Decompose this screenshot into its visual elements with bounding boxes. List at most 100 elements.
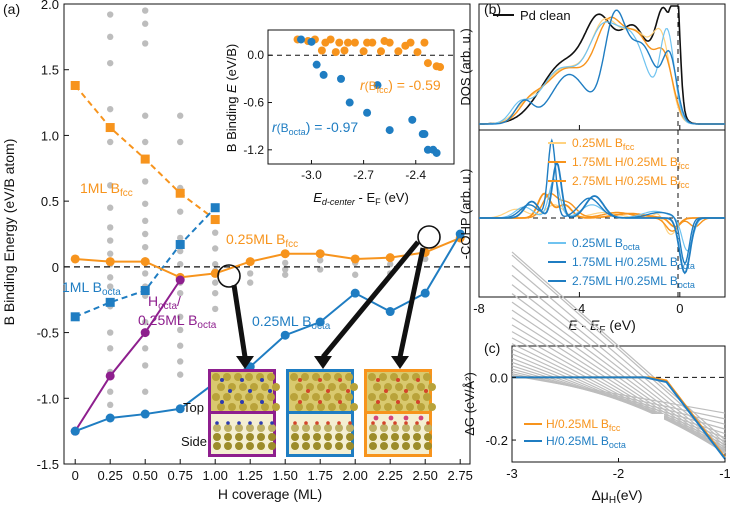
grey-point [142,138,149,146]
boron-atom [268,389,272,393]
series-marker [175,188,185,198]
y-tick-label: 2.0 [41,0,59,12]
cohp-curve [479,178,725,252]
cohp-curves [479,138,725,275]
dos-curve [479,9,725,125]
inset-point-fcc [335,38,344,47]
y-tick-label: 0.5 [41,194,59,209]
atom [245,393,253,401]
atom [417,403,425,411]
atom [424,433,432,441]
inset-points [293,35,445,157]
atom [234,373,242,381]
atom [417,383,425,391]
b-x-tick-label: -4 [574,301,586,316]
series-marker [315,317,325,327]
atom [245,373,253,381]
atom [256,393,264,401]
callout-circle-1 [217,264,241,288]
grey-point [107,11,114,18]
x-tick-label: 0 [72,468,79,483]
atom [323,373,331,381]
panel-b: (b) -8 -4 0 Pd clean 0.25ML Bfcc 1.75ML H/0… [458,1,726,336]
grey-point [177,138,184,146]
grey-point [247,279,254,286]
atom [290,373,298,381]
inset-point-octa [385,126,394,135]
inset-point-fcc [350,38,359,47]
grey-point [352,271,359,278]
atom [390,373,398,381]
atom [224,433,232,441]
atom [379,373,387,381]
atom [339,383,347,391]
grey-point [177,326,184,334]
inset-point-octa [345,98,354,107]
grey-point [177,313,184,320]
cohp-legend-label: 2.75ML H/0.25ML Bfcc [572,174,690,190]
grey-point [212,261,219,268]
grey-line [511,264,726,447]
atom [339,403,347,411]
atom [368,373,376,381]
label-025ml-bfcc: 0.25ML Bfcc [226,231,298,250]
boron-atom [240,400,244,404]
atom [301,373,309,381]
atom [213,433,221,441]
x-tick-label: 0.75 [168,468,193,483]
series-marker [315,249,325,259]
boron-atom [346,389,350,393]
atom [235,433,243,441]
grey-point [282,259,289,267]
atom [369,442,377,450]
inset-point-octa [307,37,316,46]
series-marker [105,297,115,307]
inset-point-octa [337,74,346,83]
boron-atom [376,400,380,404]
boron-atom [237,421,241,425]
y-tick-label: -1.0 [37,391,59,406]
callout-arrow-1 [231,284,248,358]
atom [246,424,254,432]
cohp-curve [479,192,725,228]
panel-c-ylabel: ΔG (eV/Å²) [462,372,477,436]
inset-point-fcc [406,38,415,47]
atom [402,442,410,450]
atom [373,383,381,391]
panel-label-c: (c) [484,340,500,356]
panel-label-a: (a) [3,1,20,17]
atom [390,393,398,401]
atom [324,424,332,432]
boron-atom [326,389,330,393]
label-025ml-bocta: 0.25ML Bocta [252,313,331,332]
panel-a: (a) H coverage (ML) B Binding Energy (eV… [1,0,473,502]
hydrogen-atom [388,415,394,421]
cohp-legend-label: 0.25ML Bocta [572,236,640,252]
atom [317,403,325,411]
panel-c-ticks: -3 -2 -1 0.0 -0.2 [486,370,730,481]
callout-arrow-3 [397,247,426,358]
atom [424,424,432,432]
atom [334,393,342,401]
boron-atom [315,421,319,425]
atom [306,403,314,411]
boron-atom [426,421,430,425]
series-marker [140,409,150,419]
inset-point-octa [319,70,328,79]
atom [346,424,354,432]
grey-point [107,329,114,336]
x-tick-label: 1.00 [203,468,228,483]
x-tick-label: 2.00 [343,468,368,483]
series-marker [140,154,150,164]
inset-point-octa [363,108,372,117]
atom [428,403,436,411]
boron-atom [248,389,252,393]
atom [401,393,409,401]
structure-images: Top Side [181,369,436,457]
inset-ticks: -3.0 -2.7 -2.4 0.0 -0.6 -1.2 [243,48,426,182]
atom [290,393,298,401]
series-marker [455,229,465,239]
atom [212,393,220,401]
atom [213,424,221,432]
